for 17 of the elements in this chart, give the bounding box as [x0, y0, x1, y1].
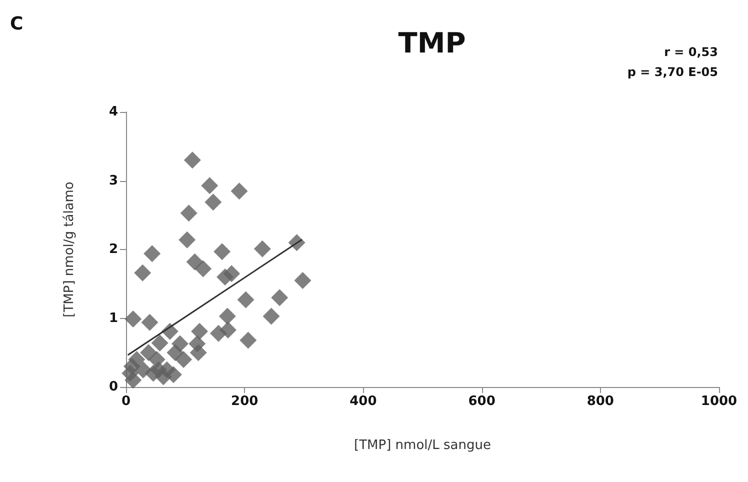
y-tick-label: 0	[108, 380, 118, 394]
chart-title: TMP	[398, 26, 466, 60]
x-tick-label: 1000	[700, 394, 738, 409]
x-tick-label: 0	[121, 394, 131, 409]
x-tick-label: 400	[350, 394, 377, 409]
text: C	[10, 14, 24, 34]
x-tick-label: 800	[586, 394, 614, 409]
y-axis-title: [TMP] nmol/g tálamo	[62, 182, 77, 318]
y-tick-label: 2	[108, 242, 118, 257]
y-tick-label: 4	[108, 104, 118, 120]
x-tick-label: 200	[231, 394, 258, 409]
text: r = 0,53	[664, 45, 718, 59]
y-tick-label: 3	[108, 173, 118, 188]
x-tick-label: 600	[468, 394, 496, 409]
x-axis-title: [TMP] nmol/L sangue	[354, 438, 491, 453]
y-tick-label: 1	[108, 310, 118, 326]
text: p = 3,70 E-05	[627, 65, 718, 79]
